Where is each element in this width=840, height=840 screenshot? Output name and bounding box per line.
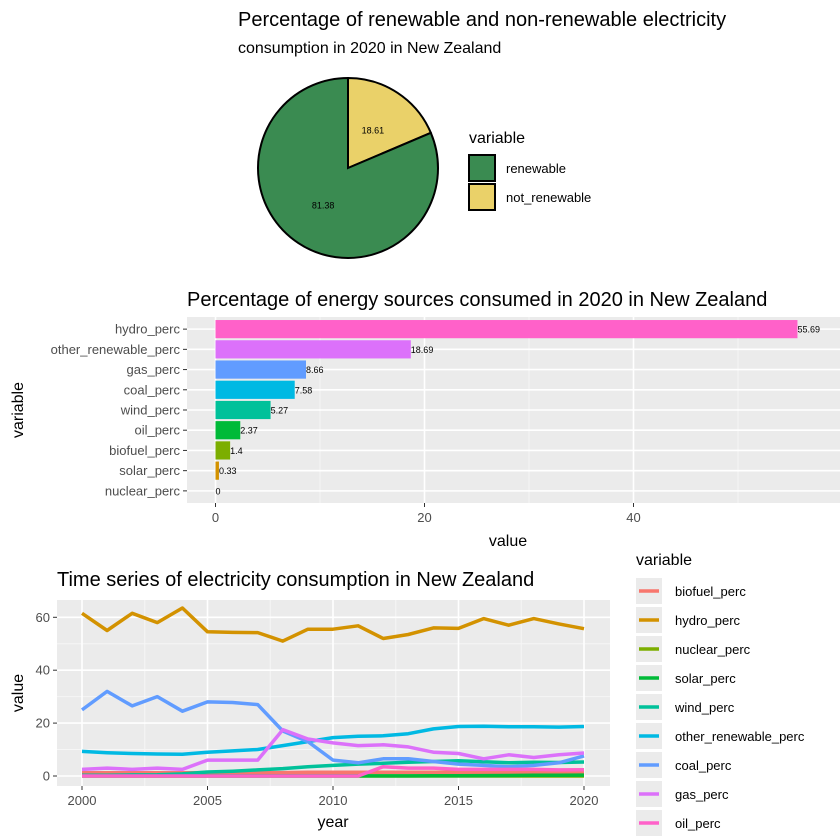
- bar-x-tick-label: 0: [212, 510, 219, 525]
- pie-slice-renewable: [257, 76, 439, 259]
- bar-oil-perc: [215, 421, 241, 440]
- line-axes: 0 20 40 60 2000 2005 2010 2015 2020: [36, 610, 599, 808]
- line-series-other-renewable-perc: [81, 724, 585, 757]
- bar-x-tick-label: 20: [417, 510, 431, 525]
- pie-slice-label: 18.61: [362, 125, 385, 135]
- bar-wind-perc: [215, 400, 271, 420]
- line-y-tick-label: 60: [36, 610, 50, 625]
- pie-subtitle: consumption in 2020 in New Zealand: [238, 40, 501, 57]
- bar-hydro-perc: [215, 320, 798, 339]
- bar-biofuel-perc: [215, 441, 231, 460]
- line-x-tick-label: 2020: [570, 793, 599, 808]
- bar-value-label: 2.37: [240, 426, 258, 436]
- bar-solar-perc: [215, 461, 219, 480]
- bar-value-label: 8.66: [306, 365, 324, 375]
- bar-y-tick-label: gas_perc: [127, 362, 181, 377]
- legend-key-renewable: [468, 154, 496, 182]
- bar-value-label: 0.33: [219, 466, 237, 476]
- pie-slice-not-renewable: [347, 76, 433, 170]
- line-title: Time series of electricity consumption i…: [57, 569, 534, 591]
- bar-y-tick-label: wind_perc: [120, 403, 181, 418]
- pie-slices: 18.61 81.38: [257, 76, 439, 259]
- legend-label: renewable: [506, 161, 566, 176]
- pie-slice-label: 81.38: [312, 201, 335, 211]
- bar-gas-perc: [215, 360, 306, 379]
- line-series-hydro-perc: [81, 606, 585, 643]
- pie-chart-panel: Percentage of renewable and non-renewabl…: [238, 9, 726, 259]
- line-series-biofuel-perc: [82, 770, 584, 775]
- line-y-tick-label: 0: [43, 769, 50, 784]
- pie-legend: variable renewable not_renewable: [468, 130, 591, 211]
- line-y-tick-label: 20: [36, 716, 50, 731]
- bar-title: Percentage of energy sources consumed in…: [187, 289, 767, 311]
- bar-value-label: 1.4: [230, 446, 243, 456]
- line-legend-label: wind_perc: [674, 700, 735, 715]
- line-series-oil-perc: [82, 764, 585, 778]
- bar-y-tick-label: oil_perc: [134, 423, 180, 438]
- legend-key-not-renewable: [468, 183, 496, 211]
- pie-title: Percentage of renewable and non-renewabl…: [238, 9, 726, 31]
- bar-marks: 55.69 18.69 8.66 7.58 5.27 2.37 1.4 0.33 0: [215, 320, 820, 500]
- line-legend-label: biofuel_perc: [675, 584, 746, 599]
- line-series-gas-perc: [81, 727, 585, 772]
- line-legend-label: solar_perc: [675, 671, 736, 686]
- bar-x-axis-label: value: [489, 533, 527, 550]
- bar-y-tick-label: other_renewable_perc: [51, 342, 181, 357]
- line-x-tick-label: 2010: [319, 793, 348, 808]
- line-legend: variable biofuel_perc hydro_perc nuclear_p…: [636, 552, 805, 836]
- line-chart-panel: Time series of electricity consumption i…: [10, 552, 805, 836]
- bar-axes: hydro_perc other_renewable_perc gas_percco…: [51, 322, 641, 525]
- bar-y-tick-label: biofuel_perc: [109, 443, 180, 458]
- line-series-coal-perc: [80, 689, 585, 769]
- bar-y-tick-label: coal_perc: [124, 382, 181, 397]
- bar-value-label: 18.69: [411, 345, 434, 355]
- bar-coal-perc: [215, 380, 295, 399]
- line-x-tick-label: 2015: [444, 793, 473, 808]
- line-legend-label: other_renewable_perc: [675, 729, 805, 744]
- line-legend-label: coal_perc: [675, 758, 732, 773]
- bar-value-label: 0: [216, 486, 221, 496]
- line-y-axis-label: value: [10, 674, 27, 712]
- line-x-axis-label: year: [317, 814, 349, 831]
- line-series: [80, 606, 585, 778]
- bar-y-tick-label: solar_perc: [119, 463, 180, 478]
- legend-label: not_renewable: [506, 190, 591, 205]
- line-legend-label: nuclear_perc: [675, 642, 751, 657]
- bar-y-axis-label: variable: [10, 382, 27, 438]
- bar-value-label: 5.27: [271, 406, 289, 416]
- line-legend-label: oil_perc: [675, 816, 721, 831]
- line-legend-label: hydro_perc: [675, 613, 741, 628]
- bar-chart-panel: Percentage of energy sources consumed in…: [10, 289, 840, 550]
- bar-x-tick-label: 40: [626, 510, 640, 525]
- line-x-tick-label: 2005: [193, 793, 222, 808]
- line-legend-label: gas_perc: [675, 787, 729, 802]
- bar-other-renewable-perc: [215, 340, 411, 359]
- bar-y-tick-label: hydro_perc: [115, 322, 181, 337]
- bar-y-tick-label: nuclear_perc: [105, 483, 181, 498]
- line-y-tick-label: 40: [36, 663, 50, 678]
- line-legend-title: variable: [636, 552, 692, 569]
- pie-legend-title: variable: [469, 130, 525, 147]
- bar-value-label: 7.58: [295, 385, 313, 395]
- line-x-tick-label: 2000: [68, 793, 97, 808]
- bar-value-label: 55.69: [797, 325, 820, 335]
